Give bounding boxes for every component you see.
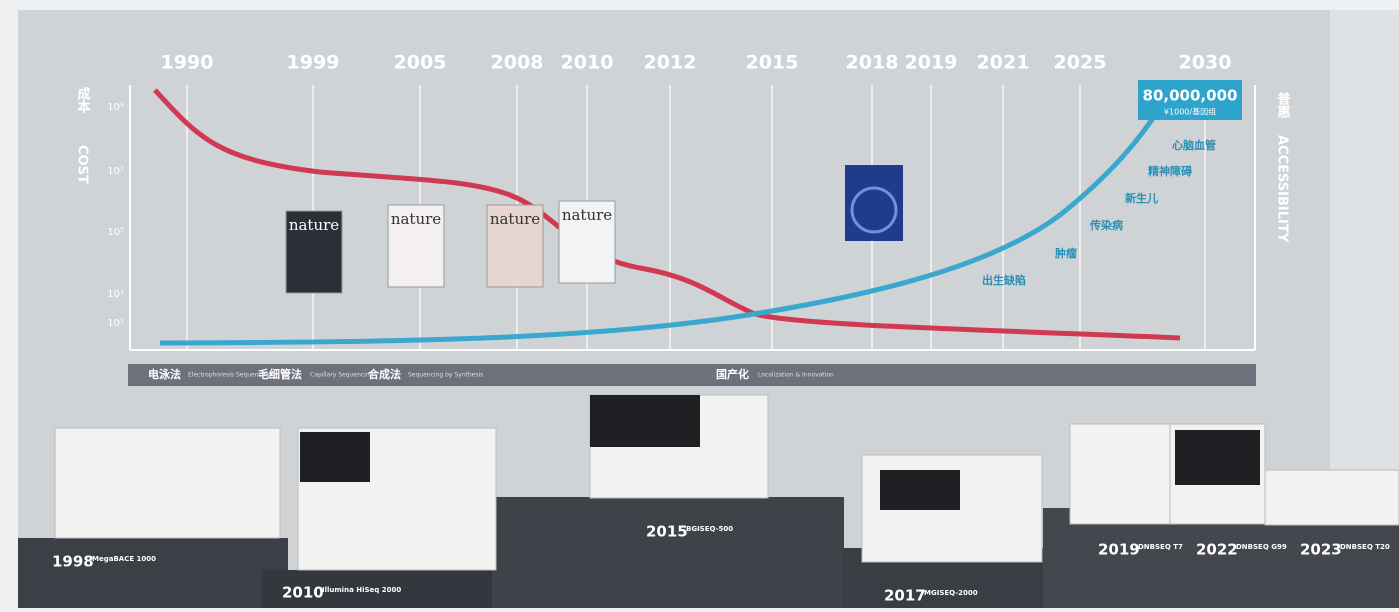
phase-en: Electrophoresis Sequencing [188, 372, 271, 379]
platform [262, 570, 492, 608]
year-label: 2005 [394, 52, 447, 74]
magazine-title: nature [391, 210, 441, 228]
year-label: 1990 [161, 52, 214, 74]
magazine-cover [387, 204, 445, 288]
instrument-name: DNBSEQ T7 [1138, 543, 1183, 551]
application-label: 肿瘤 [1055, 246, 1077, 260]
year-label: 2021 [977, 52, 1030, 74]
cover-art [850, 186, 898, 234]
magazine-cover [285, 210, 343, 294]
year-label: 2019 [905, 52, 958, 74]
instrument-year: 2022 [1196, 541, 1238, 559]
magazine-title: nature [562, 206, 612, 224]
year-label: 2010 [561, 52, 614, 74]
application-label: 出生缺陷 [982, 273, 1026, 287]
left-axis-cn: 成本 [75, 86, 91, 114]
instrument-name: DNBSEQ G99 [1236, 543, 1287, 551]
instrument-panel [1175, 430, 1260, 485]
science-cover [845, 165, 903, 241]
magazine-cover [558, 200, 616, 284]
instrument-name: Illumina HiSeq 2000 [322, 586, 401, 594]
instrument-name: MGISEQ-2000 [924, 589, 978, 597]
instrument-name: MegaBACE 1000 [92, 555, 156, 563]
right-axis-en: ACCESSIBILITY [1275, 135, 1290, 243]
callout-value: 80,000,000 [1143, 87, 1238, 105]
callout-box [1138, 80, 1242, 120]
y-tick-label: 10² [107, 318, 124, 329]
phase-cn: 合成法 [368, 367, 401, 381]
instrument-name: BGISEQ-500 [686, 525, 733, 533]
platform [18, 538, 288, 608]
instrument [1264, 469, 1399, 526]
phase-en: Localization & Innovation [758, 372, 834, 379]
instrument-year: 2010 [282, 584, 324, 602]
accessibility-curve [159, 98, 1168, 346]
year-label: 2012 [644, 52, 697, 74]
platform [492, 497, 844, 608]
instrument [54, 427, 281, 539]
y-tick-label: 10³ [107, 289, 124, 300]
instrument-panel [880, 470, 960, 510]
right-axis-cn: 普惠 [1275, 91, 1291, 119]
magazine-cover [486, 204, 544, 288]
instrument-year: 2017 [884, 587, 926, 605]
magazine-title: nature [289, 216, 339, 234]
year-label: 2015 [746, 52, 799, 74]
y-tick-label: 10⁹ [107, 102, 124, 113]
year-label: 2008 [491, 52, 544, 74]
y-tick-label: 10⁷ [107, 166, 124, 177]
application-label: 精神障碍 [1148, 164, 1192, 178]
phase-cn: 电泳法 [148, 367, 181, 381]
phase-en: Sequencing by Synthesis [408, 372, 483, 379]
year-label: 2030 [1179, 52, 1232, 74]
callout-sub: ¥1000/基因组 [1164, 107, 1216, 117]
instrument-year: 2023 [1300, 541, 1342, 559]
magazine-title: nature [490, 210, 540, 228]
instrument-name: DNBSEQ T20 [1340, 543, 1390, 551]
application-label: 新生儿 [1125, 191, 1158, 205]
instrument-year: 2015 [646, 523, 688, 541]
instrument-panel [590, 395, 700, 447]
instrument-year: 2019 [1098, 541, 1140, 559]
year-label: 2025 [1054, 52, 1107, 74]
year-label: 1999 [287, 52, 340, 74]
phase-bar [128, 364, 1256, 386]
year-label: 2018 [846, 52, 899, 74]
phase-cn: 毛细管法 [258, 367, 302, 381]
instrument-panel [300, 432, 370, 482]
application-label: 心脑血管 [1172, 138, 1216, 152]
phase-en: Capillary Sequencing [310, 372, 374, 379]
left-axis-en: COST [75, 145, 90, 184]
application-label: 传染病 [1089, 218, 1123, 232]
y-tick-label: 10⁵ [107, 227, 124, 238]
instrument-year: 1998 [52, 553, 94, 571]
phase-cn: 国产化 [716, 367, 749, 381]
